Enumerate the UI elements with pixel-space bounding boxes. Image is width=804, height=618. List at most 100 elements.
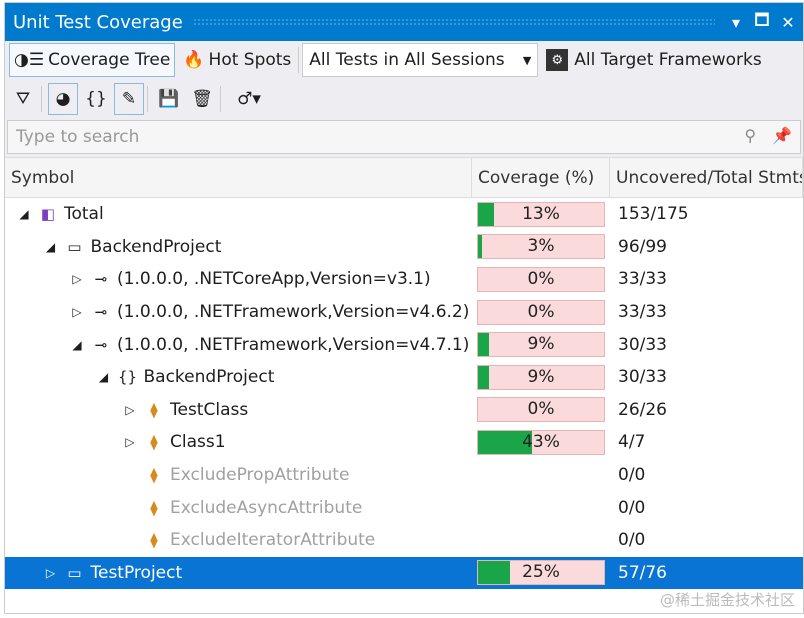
- uncovered-total-cell: 26/26: [618, 399, 667, 420]
- show-members-icon[interactable]: {}: [85, 89, 107, 109]
- watermark: @稀土掘金技术社区: [659, 591, 795, 609]
- coverage-highlighting-icon[interactable]: ◕: [48, 83, 78, 115]
- close-icon[interactable]: ✕: [781, 12, 795, 32]
- pin-icon[interactable]: 📌: [772, 126, 792, 145]
- symbol-cell: ⧫ ExcludePropAttribute: [5, 465, 472, 485]
- expander-expanded-icon[interactable]: ◢: [45, 239, 56, 254]
- coverage-cell: 9%: [472, 364, 610, 390]
- symbol-cell: ▷ ⧫ TestClass: [5, 400, 472, 420]
- search-input[interactable]: Type to search ⚲ 📌: [7, 120, 801, 154]
- symbol-cell: ▷ ⧫ Class1: [5, 432, 472, 452]
- tree-row[interactable]: ▷ ▭ TestProject 25% 57/76: [5, 556, 803, 590]
- target-frameworks-button[interactable]: ⚙ All Target Frameworks: [542, 43, 765, 77]
- tree-row[interactable]: ◢ ◧ Total 13% 153/175: [5, 198, 803, 231]
- uncovered-total-cell: 0/0: [618, 530, 646, 551]
- save-icon[interactable]: 💾: [158, 89, 180, 109]
- coverage-bar-fill: [478, 202, 495, 226]
- coverage-cell: 3%: [472, 234, 610, 260]
- coverage-cell: 9%: [472, 332, 610, 358]
- coverage-bar: 13%: [477, 201, 605, 227]
- tree-row[interactable]: ◢ ▭ BackendProject 3% 96/99: [5, 231, 803, 264]
- assembly-icon: ⊸: [94, 270, 108, 289]
- class-icon: ⧫: [150, 531, 158, 550]
- search-options-icon[interactable]: ⚲: [744, 126, 757, 145]
- coverage-cell: 43%: [472, 429, 610, 455]
- expander-collapsed-icon[interactable]: ▷: [125, 402, 135, 417]
- coverage-cell: 13%: [472, 201, 610, 227]
- search-placeholder: Type to search: [16, 127, 140, 147]
- chevron-down-icon: ▼: [522, 53, 532, 67]
- symbol-label: BackendProject: [143, 367, 275, 388]
- coverage-percent: 43%: [522, 431, 560, 452]
- coverage-percent: 0%: [527, 399, 555, 420]
- class-icon: ⧫: [150, 466, 158, 485]
- coverage-tree-label: Coverage Tree: [48, 50, 171, 70]
- delete-icon[interactable]: 🗑: [191, 89, 213, 109]
- coverage-cell: 25%: [472, 560, 610, 586]
- symbol-label: ExcludeAsyncAttribute: [170, 497, 363, 518]
- coverage-percent: 3%: [527, 236, 555, 257]
- window-title: Unit Test Coverage: [13, 11, 183, 33]
- coverage-percent: 13%: [522, 203, 560, 224]
- window-menu-icon[interactable]: ▾: [731, 12, 741, 32]
- uncovered-total-cell: 30/33: [618, 367, 667, 388]
- filter-settings-icon[interactable]: ⛛: [15, 89, 31, 109]
- symbol-cell: ◢ ◧ Total: [5, 204, 472, 224]
- separator: [41, 86, 42, 112]
- tree-row[interactable]: ▷ ⧫ TestClass 0% 26/26: [5, 394, 803, 427]
- expander-collapsed-icon[interactable]: ▷: [45, 565, 56, 580]
- unit-test-coverage-window: Unit Test Coverage ▾ 🗖 ✕ ◑☰ Coverage Tree…: [4, 2, 804, 614]
- class-icon: ⧫: [150, 433, 158, 452]
- toolbar-actions: ⛛ ◕ {} ✎ 💾 🗑 ♂▾: [5, 81, 803, 117]
- symbol-cell: ▷ ▭ TestProject: [5, 563, 472, 583]
- coverage-bar: 0%: [477, 266, 605, 292]
- assembly-icon: ⊸: [94, 335, 108, 354]
- export-dropdown-icon[interactable]: ♂▾: [237, 89, 261, 109]
- coverage-bar: 9%: [477, 364, 605, 390]
- sessions-dropdown[interactable]: All Tests in All Sessions ▼: [302, 43, 539, 77]
- coverage-bar-fill: [478, 430, 533, 454]
- tree-row[interactable]: ⧫ ExcludeAsyncAttribute 0/0: [5, 491, 803, 524]
- coverage-cell: 0%: [472, 299, 610, 325]
- tree-row[interactable]: ⧫ ExcludeIteratorAttribute 0/0: [5, 524, 803, 557]
- uncovered-total-cell: 57/76: [618, 562, 667, 583]
- tree-row[interactable]: ◢ {} BackendProject 9% 30/33: [5, 361, 803, 394]
- coverage-bar: 43%: [477, 429, 605, 455]
- symbol-cell: ⧫ ExcludeAsyncAttribute: [5, 498, 472, 518]
- expander-expanded-icon[interactable]: ◢: [72, 337, 82, 352]
- symbol-cell: ⧫ ExcludeIteratorAttribute: [5, 530, 472, 550]
- tree-row[interactable]: ▷ ⊸ (1.0.0.0, .NETFramework,Version=v4.6.2…: [5, 296, 803, 329]
- tree-row[interactable]: ▷ ⧫ Class1 43% 4/7: [5, 426, 803, 459]
- tree-row[interactable]: ⧫ ExcludePropAttribute 0/0: [5, 459, 803, 492]
- symbol-label: ExcludePropAttribute: [170, 465, 350, 486]
- coverage-cell: 0%: [472, 397, 610, 423]
- coverage-bar: 0%: [477, 397, 605, 423]
- tree-row[interactable]: ◢ ⊸ (1.0.0.0, .NETFramework,Version=v4.7.1…: [5, 328, 803, 361]
- class-icon: ⧫: [150, 498, 158, 517]
- coverage-percent: 25%: [522, 562, 560, 583]
- symbol-cell: ▷ ⊸ (1.0.0.0, .NETCoreApp,Version=v3.1): [5, 269, 472, 289]
- expander-collapsed-icon[interactable]: ▷: [72, 272, 82, 287]
- column-header-uncovered[interactable]: Uncovered/Total Stmts: [610, 158, 803, 197]
- maximize-icon[interactable]: 🗖: [754, 9, 770, 29]
- highlight-code-icon[interactable]: ✎: [114, 83, 144, 115]
- column-header-coverage[interactable]: Coverage (%): [472, 158, 610, 197]
- expander-expanded-icon[interactable]: ◢: [19, 207, 29, 222]
- symbol-cell: ◢ {} BackendProject: [5, 367, 472, 387]
- symbol-label: TestProject: [90, 562, 183, 583]
- coverage-tree-grid: Symbol Coverage (%) Uncovered/Total Stmt…: [5, 157, 803, 613]
- hot-spots-button[interactable]: 🔥 Hot Spots: [179, 43, 295, 77]
- drag-grip[interactable]: [192, 18, 715, 26]
- expander-collapsed-icon[interactable]: ▷: [125, 435, 135, 450]
- coverage-cell: 0%: [472, 266, 610, 292]
- column-header-symbol[interactable]: Symbol: [5, 158, 472, 197]
- assembly-icon: ⊸: [94, 303, 108, 322]
- expander-expanded-icon[interactable]: ◢: [98, 370, 109, 385]
- tree-row[interactable]: ▷ ⊸ (1.0.0.0, .NETCoreApp,Version=v3.1) 0% 3…: [5, 263, 803, 296]
- coverage-tree-icon: ◑☰: [14, 50, 45, 70]
- symbol-label: TestClass: [170, 399, 249, 420]
- coverage-bar: 25%: [477, 560, 605, 586]
- expander-collapsed-icon[interactable]: ▷: [72, 305, 82, 320]
- uncovered-total-cell: 153/175: [618, 204, 689, 225]
- coverage-tree-button[interactable]: ◑☰ Coverage Tree: [9, 43, 176, 77]
